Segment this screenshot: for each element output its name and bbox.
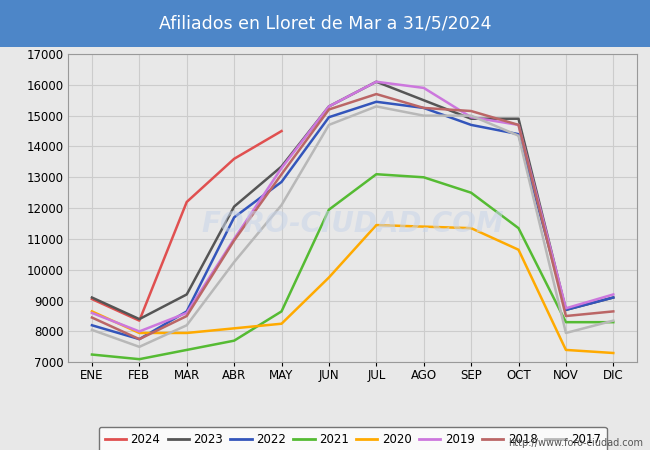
Text: FORO-CIUDAD.COM: FORO-CIUDAD.COM (202, 210, 504, 238)
Text: http://www.foro-ciudad.com: http://www.foro-ciudad.com (508, 438, 644, 448)
Text: Afiliados en Lloret de Mar a 31/5/2024: Afiliados en Lloret de Mar a 31/5/2024 (159, 14, 491, 33)
Legend: 2024, 2023, 2022, 2021, 2020, 2019, 2018, 2017: 2024, 2023, 2022, 2021, 2020, 2019, 2018… (99, 427, 606, 450)
